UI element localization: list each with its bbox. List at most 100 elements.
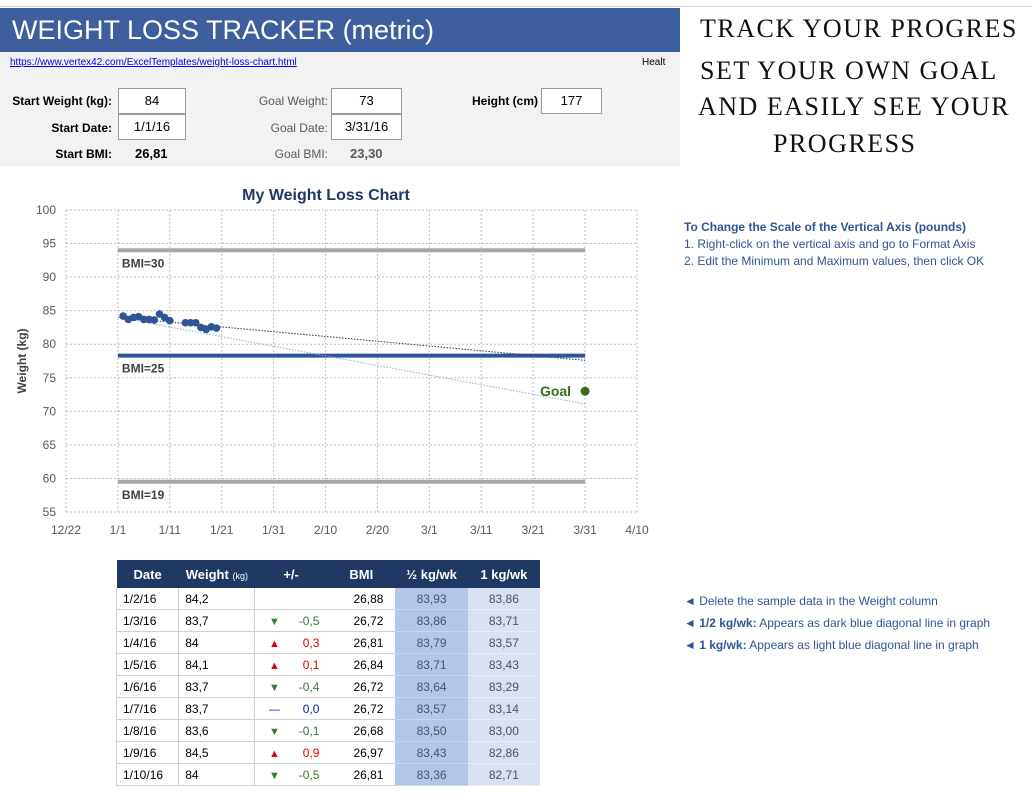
weight-cell: 84 — [178, 763, 256, 786]
bmi-cell: 26,81 — [327, 763, 396, 786]
y-axis-title: Weight (kg) — [15, 328, 29, 393]
trend-icon: ▼ — [269, 681, 280, 694]
column-header: ½ kg/wk — [395, 560, 468, 588]
sheet-grid — [0, 0, 1032, 7]
one-kg-cell: 83,29 — [467, 675, 540, 698]
date-cell: 1/7/16 — [115, 697, 179, 720]
one-kg-cell: 83,14 — [467, 697, 540, 720]
half-kg-cell: 83,64 — [395, 675, 468, 698]
note: ◄ 1/2 kg/wk: Appears as dark blue diagon… — [684, 616, 990, 630]
date-cell: 1/4/16 — [115, 631, 179, 654]
input-label: Start BMI: — [55, 147, 112, 161]
trend-icon: ▲ — [269, 659, 280, 672]
weight-cell: 84,1 — [178, 653, 256, 676]
table-row: 1/3/16 83,7 ▼ -0,5 26,72 83,86 83,71 — [115, 609, 540, 632]
y-tick-label: 75 — [43, 371, 57, 385]
table-header: Date Weight (kg) +/- BMI ½ kg/wk 1 kg/wk — [116, 560, 540, 588]
banner-title: WEIGHT LOSS TRACKER (metric) — [0, 8, 680, 52]
bmi-cell: 26,72 — [327, 697, 396, 720]
input-label: Height (cm) — [472, 94, 538, 108]
input-label: Goal Weight: — [258, 94, 328, 108]
column-header: 1 kg/wk — [467, 560, 540, 588]
table-row: 1/8/16 83,6 ▼ -0,1 26,68 83,50 83,00 — [115, 719, 540, 742]
half-kg-cell: 83,43 — [395, 741, 468, 764]
bmi-value: 26,81 — [135, 146, 168, 161]
input-box[interactable]: 177 — [541, 88, 602, 114]
note-bold: ◄ 1 kg/wk: — [684, 638, 747, 652]
change-value: 0,1 — [302, 657, 320, 672]
trend-line — [117, 316, 586, 405]
column-title: Weight — [185, 566, 229, 582]
input-label: Start Date: — [51, 121, 112, 135]
input-box[interactable]: 3/31/16 — [331, 114, 402, 140]
weight-cell: 83,7 — [178, 675, 256, 698]
y-tick-label: 85 — [43, 304, 57, 318]
trend-icon: — — [268, 703, 280, 716]
one-kg-cell: 83,86 — [467, 588, 540, 610]
y-tick-label: 95 — [43, 237, 57, 251]
data-point — [166, 316, 174, 325]
promo-line: AND EASILY SEE YOUR — [698, 92, 1011, 121]
weight-cell: 83,6 — [178, 719, 256, 742]
one-kg-cell: 83,00 — [467, 719, 540, 742]
promo-line: PROGRESS — [773, 129, 917, 158]
instruction-step: 1. Right-click on the vertical axis and … — [684, 237, 976, 251]
chart-title: My Weight Loss Chart — [242, 187, 410, 204]
half-kg-cell: 83,50 — [395, 719, 468, 742]
input-label: Start Weight (kg): — [12, 94, 112, 108]
change-value: -0,5 — [298, 767, 320, 782]
input-box[interactable]: 84 — [118, 88, 186, 114]
change-value: 0,0 — [302, 701, 320, 716]
weight-cell: 83,7 — [178, 609, 256, 632]
template-link[interactable]: https://www.vertex42.com/ExcelTemplates/… — [10, 57, 297, 68]
note: ◄ Delete the sample data in the Weight c… — [684, 594, 938, 608]
input-box[interactable]: 1/1/16 — [118, 114, 186, 140]
bmi-label: BMI=19 — [122, 488, 165, 502]
table-row: 1/9/16 84,5 ▲ 0,9 26,97 83,43 82,86 — [115, 741, 540, 764]
promo-line: SET YOUR OWN GOAL — [700, 56, 998, 85]
weight-cell: 83,7 — [178, 697, 256, 720]
x-tick-label: 3/11 — [470, 523, 493, 537]
x-tick-label: 3/31 — [573, 523, 597, 537]
x-tick-label: 1/31 — [262, 523, 286, 537]
input-box[interactable]: 73 — [331, 88, 402, 114]
data-point — [212, 324, 221, 332]
weight-cell: 84 — [178, 631, 256, 654]
column-unit: (kg) — [232, 570, 248, 581]
change-value: 0,9 — [302, 745, 320, 760]
y-tick-label: 90 — [43, 270, 57, 284]
change-cell: ▲ 0,1 — [254, 653, 328, 676]
input-label: Goal BMI: — [274, 147, 328, 161]
data-point — [150, 316, 159, 324]
change-value: -0,5 — [298, 613, 320, 628]
x-tick-label: 2/10 — [314, 523, 338, 537]
change-cell: ▼ -0,4 — [254, 675, 328, 698]
date-cell: 1/10/16 — [115, 763, 179, 786]
data-point — [191, 318, 200, 327]
change-value: -0,1 — [298, 723, 320, 738]
x-tick-label: 1/11 — [159, 523, 182, 537]
note: ◄ 1 kg/wk: Appears as light blue diagona… — [684, 638, 979, 652]
bmi-cell: 26,68 — [327, 719, 396, 742]
half-kg-cell: 83,36 — [395, 763, 468, 786]
chart: My Weight Loss Chart Weight (kg) 55 60 65 70 7… — [15, 187, 649, 537]
data-point — [186, 318, 195, 327]
cut-text: Healt — [642, 57, 666, 68]
table-row: 1/4/16 84 ▲ 0,3 26,81 83,79 83,57 — [115, 631, 540, 654]
half-kg-cell: 83,71 — [395, 653, 468, 676]
note-text: Appears as dark blue diagonal line in gr… — [759, 616, 991, 630]
bmi-cell: 26,97 — [327, 741, 396, 764]
half-kg-cell: 83,79 — [395, 631, 468, 654]
bmi-value: 23,30 — [350, 146, 383, 161]
change-cell: — 0,0 — [254, 697, 328, 720]
change-cell: ▼ -0,5 — [254, 609, 328, 632]
bmi-label: BMI=25 — [122, 362, 165, 376]
change-cell: ▲ 0,9 — [254, 741, 328, 764]
y-tick-label: 65 — [43, 438, 57, 452]
bmi-cell: 26,84 — [327, 653, 396, 676]
column-header: +/- — [254, 560, 328, 588]
y-tick-label: 70 — [43, 404, 57, 418]
y-tick-label: 80 — [43, 337, 57, 351]
one-kg-cell: 83,43 — [467, 653, 540, 676]
